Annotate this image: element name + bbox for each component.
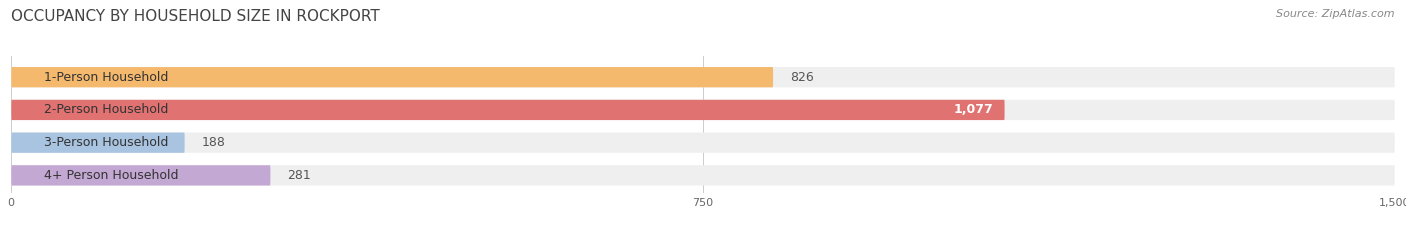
FancyBboxPatch shape [11,133,184,153]
FancyBboxPatch shape [11,133,1395,153]
FancyBboxPatch shape [11,67,1395,87]
Text: OCCUPANCY BY HOUSEHOLD SIZE IN ROCKPORT: OCCUPANCY BY HOUSEHOLD SIZE IN ROCKPORT [11,9,380,24]
FancyBboxPatch shape [11,100,1005,120]
FancyBboxPatch shape [11,100,1395,120]
Text: 1-Person Household: 1-Person Household [44,71,167,84]
Text: 281: 281 [287,169,311,182]
Text: Source: ZipAtlas.com: Source: ZipAtlas.com [1277,9,1395,19]
Text: 188: 188 [201,136,225,149]
Text: 1,077: 1,077 [953,103,994,116]
FancyBboxPatch shape [11,165,1395,185]
Text: 4+ Person Household: 4+ Person Household [44,169,179,182]
Text: 3-Person Household: 3-Person Household [44,136,167,149]
FancyBboxPatch shape [11,165,270,185]
FancyBboxPatch shape [11,67,773,87]
Text: 2-Person Household: 2-Person Household [44,103,167,116]
Text: 826: 826 [790,71,814,84]
